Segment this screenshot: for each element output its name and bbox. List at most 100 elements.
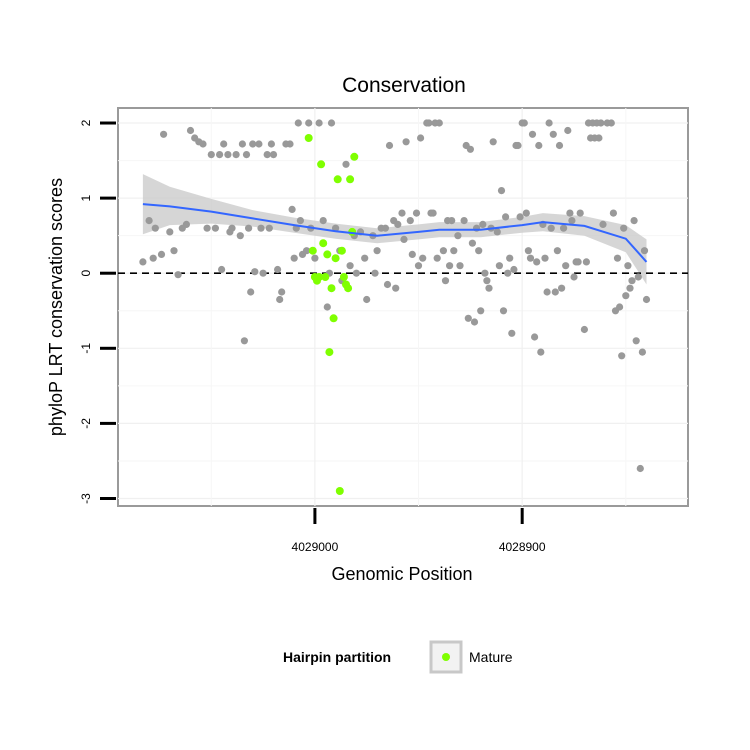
data-point [346, 262, 354, 270]
data-point [294, 119, 302, 127]
mature-point [319, 239, 328, 248]
data-point [232, 151, 240, 159]
data-point [296, 217, 304, 225]
legend: Hairpin partition Mature [283, 640, 513, 674]
y-tick-label: 2 [79, 119, 93, 126]
data-point [288, 205, 296, 213]
data-point [528, 130, 537, 138]
data-point [383, 280, 392, 289]
data-point [531, 333, 539, 341]
mature-point [337, 246, 346, 255]
data-point [642, 295, 651, 304]
data-point [628, 277, 636, 285]
data-point [580, 325, 589, 334]
data-point [495, 262, 503, 270]
data-point [547, 224, 555, 232]
data-point [327, 119, 336, 127]
data-point [514, 141, 522, 150]
data-point [406, 217, 414, 225]
data-point [624, 262, 632, 270]
y-axis-title: phyloP LRT conservation scores [46, 178, 66, 436]
data-point [412, 209, 421, 217]
data-point [599, 220, 607, 228]
data-point [636, 464, 644, 473]
smooth-line-path [142, 203, 648, 263]
legend-key-mature [442, 653, 450, 661]
data-point [433, 254, 441, 262]
data-point [435, 119, 443, 127]
data-point [255, 140, 263, 148]
data-point [414, 262, 423, 270]
data-point [286, 140, 294, 148]
data-point [493, 228, 501, 236]
data-point [468, 239, 476, 247]
data-point [228, 224, 236, 232]
data-point [620, 224, 628, 232]
mature-point [331, 254, 340, 263]
data-point [174, 271, 182, 279]
data-point [504, 269, 512, 277]
data-point [363, 295, 371, 304]
data-point [166, 228, 174, 236]
mature-points [304, 134, 359, 495]
data-point [402, 138, 410, 146]
data-point [170, 247, 178, 255]
data-point [236, 232, 244, 240]
data-point [477, 307, 485, 315]
mature-point [346, 175, 355, 184]
data-point [502, 213, 510, 221]
data-point [160, 130, 168, 138]
data-point [441, 277, 450, 285]
data-point [568, 217, 576, 225]
legend-label-mature: Mature [469, 649, 513, 665]
data-point [485, 284, 493, 292]
data-point [466, 145, 474, 153]
legend-title: Hairpin partition [283, 649, 391, 665]
mature-point [333, 175, 342, 184]
mature-point [321, 273, 330, 281]
data-point [274, 265, 282, 274]
x-axis-title: Genomic Position [331, 564, 472, 584]
data-point [464, 314, 472, 322]
data-point [524, 247, 533, 255]
data-point [203, 224, 211, 232]
data-point [259, 269, 267, 277]
data-point [460, 217, 468, 225]
y-tick-label: -3 [79, 493, 93, 504]
data-point [473, 224, 481, 232]
data-point [408, 250, 416, 258]
data-point [392, 284, 400, 292]
data-point [303, 247, 311, 255]
data-point [429, 209, 437, 217]
mature-point [350, 152, 359, 161]
data-point [553, 247, 562, 255]
data-point [450, 247, 458, 255]
data-point [576, 209, 584, 217]
data-point [526, 254, 535, 262]
data-point [597, 119, 605, 127]
data-point [562, 262, 570, 270]
data-point [186, 126, 195, 135]
data-point [224, 151, 232, 159]
data-point [510, 265, 518, 274]
x-tick-label: 4029000 [292, 540, 339, 554]
data-point [520, 119, 528, 127]
data-point [385, 141, 394, 150]
data-point [417, 134, 425, 142]
data-point [448, 217, 456, 225]
data-point [632, 337, 640, 345]
data-point [551, 288, 559, 296]
data-point [607, 119, 615, 127]
data-point [616, 303, 624, 311]
data-point [218, 265, 226, 274]
data-point [267, 140, 275, 148]
y-tick-label: -1 [79, 343, 93, 354]
data-point [506, 254, 514, 262]
data-point [419, 254, 427, 262]
data-point [145, 217, 153, 225]
data-point [151, 224, 159, 232]
data-point [323, 303, 331, 311]
data-point [139, 258, 147, 266]
grid-lines [118, 108, 688, 506]
data-point [265, 224, 273, 232]
